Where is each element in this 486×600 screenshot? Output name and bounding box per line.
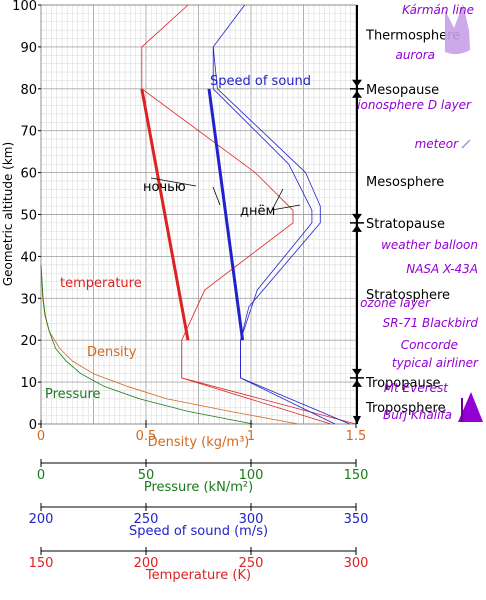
boundary-arrow-down-icon xyxy=(352,213,362,221)
y-tick-label: 0 xyxy=(29,418,37,433)
meteor-icon xyxy=(461,139,471,149)
x-tick-label-sound: 350 xyxy=(344,512,369,527)
x-tick-label-sound: 300 xyxy=(239,512,264,527)
series-label: Speed of sound xyxy=(210,74,311,89)
layer-name: Stratopause xyxy=(366,217,445,232)
series-label: temperature xyxy=(60,276,142,291)
boundary-arrow-down-icon xyxy=(352,79,362,87)
series-line-pressure xyxy=(40,264,254,425)
x-tick-label-pressure: 50 xyxy=(138,468,155,483)
atmosphere-layers: Thermosphere Mesopause Mesosphere Stratopau… xyxy=(350,5,460,424)
series-label: Pressure xyxy=(45,387,101,402)
altitude-annotation: SR-71 Blackbird xyxy=(383,316,479,330)
altitude-annotation: typical airliner xyxy=(392,356,479,370)
series-label: ночью xyxy=(143,180,186,195)
mt-everest-icon xyxy=(458,392,483,422)
x-axis-label-pressure: Pressure (kN/m²) xyxy=(144,480,253,495)
y-tick-label: 80 xyxy=(20,83,37,98)
altitude-annotation: Mt Everest xyxy=(384,381,450,395)
x-axis-label-density: Density (kg/m³) xyxy=(148,435,250,450)
boundary-arrow-up-icon xyxy=(352,379,362,387)
altitude-annotation: Concorde xyxy=(401,338,458,352)
aurora-icon xyxy=(445,4,470,55)
y-tick-label: 90 xyxy=(20,41,37,56)
leader-line-day-1 xyxy=(212,186,221,206)
series-group xyxy=(40,4,357,425)
leader-line-night xyxy=(150,177,197,187)
layer-name: Tropopause xyxy=(365,376,440,391)
y-tick-label: 60 xyxy=(20,167,37,182)
x-tick-label-pressure: 150 xyxy=(344,468,369,483)
layer-name: Mesosphere xyxy=(366,175,444,190)
altitude-annotation: Burj Khalifa xyxy=(383,408,452,422)
series-line-sound-envelope xyxy=(212,46,350,425)
altitude-annotation: ozone layer xyxy=(360,296,431,310)
layer-name: Stratosphere xyxy=(366,288,450,303)
y-tick-label: 40 xyxy=(20,250,37,265)
x-tick-label-density: 0 xyxy=(37,429,45,444)
x-axes: 0 0.5 1 1.5 Density (kg/m³) 0 50 100 150 Pressure… xyxy=(29,420,369,583)
series-line-temperature-envelope xyxy=(181,377,357,425)
series-labels: Speed of sound temperature Density Pressure… xyxy=(45,74,311,402)
boundary-arrow-down-icon xyxy=(352,368,362,376)
grid xyxy=(40,4,357,425)
altitude-annotation: meteor xyxy=(415,137,460,151)
series-line-temperature xyxy=(141,4,331,425)
boundary-arrow-up-icon xyxy=(352,90,362,98)
y-tick-label: 10 xyxy=(20,376,37,391)
x-tick-label-sound: 250 xyxy=(134,512,159,527)
y-tick-label: 70 xyxy=(20,125,37,140)
series-label: Density xyxy=(87,345,137,360)
x-tick-label-pressure: 100 xyxy=(239,468,264,483)
leader-line-day-2 xyxy=(271,204,301,211)
x-tick-label-sound: 200 xyxy=(29,512,54,527)
x-axis-label-temperature: Temperature (K) xyxy=(145,568,251,583)
x-tick-label-temperature: 150 xyxy=(29,556,54,571)
y-tick-label: 20 xyxy=(20,334,37,349)
layer-name: Troposphere xyxy=(365,401,446,416)
y-axis-label: Geometric altitude (km) xyxy=(1,142,15,286)
y-axis: 0 10 20 30 40 50 60 70 80 90 100 xyxy=(12,0,41,433)
altitude-annotation: Kármán line xyxy=(402,3,474,17)
x-tick-label-pressure: 0 xyxy=(37,468,45,483)
altitude-annotations: Kármán line aurora ionosphere D layer meteo… xyxy=(357,3,483,422)
x-tick-label-density: 1.5 xyxy=(346,429,367,444)
altitude-annotation: ionosphere D layer xyxy=(357,98,472,112)
x-tick-label-temperature: 300 xyxy=(344,556,369,571)
x-tick-label-density: 0.5 xyxy=(136,429,157,444)
altitude-axis-arrow-icon xyxy=(353,416,361,424)
x-tick-label-temperature: 200 xyxy=(134,556,159,571)
leader-line-day-3 xyxy=(271,188,284,211)
layers-panel xyxy=(356,0,486,428)
layer-name: Mesopause xyxy=(366,83,439,98)
x-tick-label-temperature: 250 xyxy=(239,556,264,571)
layer-name: Thermosphere xyxy=(365,28,460,43)
x-axis-label-sound: Speed of sound (m/s) xyxy=(129,524,268,539)
altitude-annotation: weather balloon xyxy=(381,238,478,252)
altitude-annotation: NASA X-43A xyxy=(406,262,478,276)
series-label: днём xyxy=(240,204,275,219)
y-tick-label: 100 xyxy=(12,0,37,14)
altitude-annotation: aurora xyxy=(395,48,435,62)
boundary-arrow-up-icon xyxy=(352,224,362,232)
series-line-ночью xyxy=(140,88,190,341)
y-tick-label: 50 xyxy=(20,209,37,224)
y-tick-label: 30 xyxy=(20,292,37,307)
x-tick-label-density: 1 xyxy=(247,429,255,444)
series-line-днём xyxy=(207,88,245,341)
